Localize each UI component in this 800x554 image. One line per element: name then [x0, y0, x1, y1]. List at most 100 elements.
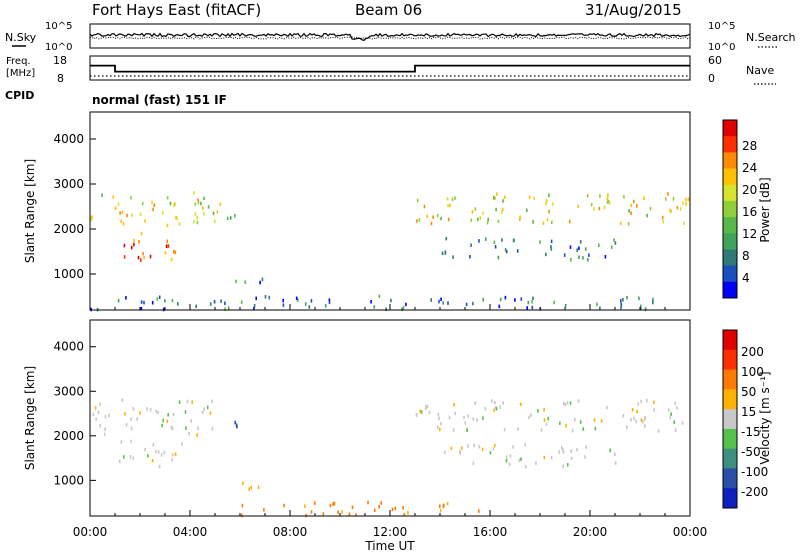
- heatmap-cell: [203, 407, 205, 411]
- x-axis-label: Time UT: [364, 539, 415, 553]
- heatmap-cell: [528, 415, 530, 420]
- power-cbar-tick-12: 12: [742, 227, 757, 241]
- heatmap-cell: [174, 250, 176, 255]
- heatmap-cell: [646, 213, 648, 218]
- heatmap-cell: [268, 295, 271, 300]
- heatmap-cell: [636, 409, 638, 414]
- heatmap-cell: [512, 238, 515, 242]
- heatmap-cell: [137, 255, 140, 260]
- heatmap-cell: [532, 220, 534, 224]
- heatmap-cell: [213, 300, 216, 304]
- heatmap-cell: [528, 195, 531, 199]
- heatmap-cell: [520, 457, 522, 461]
- heatmap-cell: [169, 201, 172, 206]
- heatmap-cell: [452, 255, 454, 259]
- heatmap-cell: [620, 303, 623, 307]
- heatmap-cell: [674, 401, 676, 405]
- heatmap-cell: [166, 223, 169, 228]
- heatmap-cell: [402, 305, 405, 310]
- heatmap-cell: [448, 415, 451, 420]
- heatmap-cell: [558, 450, 560, 454]
- heatmap-cell: [642, 420, 644, 424]
- heatmap-cell: [649, 206, 652, 211]
- heatmap-cell: [125, 423, 128, 427]
- heatmap-cell: [149, 408, 152, 412]
- vel-cbar-tick-200: 200: [741, 345, 764, 359]
- colorbar-segment: [723, 281, 737, 299]
- heatmap-cell: [206, 405, 209, 410]
- heatmap-cell: [310, 299, 313, 303]
- heatmap-cell: [197, 198, 199, 202]
- colorbar-segment: [723, 330, 737, 351]
- heatmap-cell: [543, 418, 546, 422]
- heatmap-cell: [477, 217, 479, 222]
- heatmap-cell: [120, 219, 122, 223]
- heatmap-cell: [152, 442, 155, 447]
- heatmap-cell: [178, 400, 181, 404]
- heatmap-cell: [598, 206, 601, 211]
- heatmap-cell: [505, 459, 508, 463]
- heatmap-cell: [669, 208, 671, 213]
- heatmap-cell: [500, 210, 503, 214]
- heatmap-cell: [463, 415, 465, 420]
- heatmap-cell: [517, 427, 519, 431]
- heatmap-cell: [441, 251, 444, 256]
- heatmap-cell: [662, 219, 665, 224]
- heatmap-cell: [131, 213, 133, 217]
- heatmap-cell: [487, 217, 489, 222]
- heatmap-cell: [143, 300, 145, 305]
- heatmap-cell: [123, 255, 126, 259]
- power-panel-frame: [89, 111, 691, 311]
- heatmap-cell: [569, 401, 572, 405]
- heatmap-cell: [542, 221, 545, 225]
- heatmap-cell: [505, 455, 508, 459]
- heatmap-cell: [579, 240, 582, 244]
- heatmap-cell: [240, 300, 243, 304]
- heatmap-cell: [119, 211, 121, 215]
- freq-unit-label: [MHz]: [6, 68, 35, 79]
- heatmap-cell: [482, 297, 484, 302]
- colorbar-segment: [723, 488, 737, 509]
- heatmap-cell: [545, 202, 547, 206]
- heatmap-cell: [130, 426, 133, 431]
- heatmap-cell: [171, 458, 173, 462]
- heatmap-cell: [203, 211, 205, 216]
- heatmap-cell: [149, 254, 152, 259]
- heatmap-cell: [181, 442, 183, 446]
- heatmap-cell: [590, 202, 593, 207]
- freq-tick-top: 18: [53, 54, 67, 67]
- xtick-label: 04:00: [173, 525, 208, 539]
- heatmap-cell: [518, 458, 521, 462]
- heatmap-cell: [147, 454, 149, 458]
- heatmap-cell: [537, 409, 539, 413]
- power-colorbar-ticks: 28 24 20 16 12 8 4: [742, 139, 757, 285]
- heatmap-cell: [196, 433, 198, 437]
- heatmap-cell: [593, 418, 596, 422]
- heatmap-cell: [533, 196, 535, 201]
- heatmap-cell: [171, 298, 174, 303]
- heatmap-cell: [596, 302, 598, 307]
- heatmap-cell: [635, 419, 637, 423]
- heatmap-cell: [485, 237, 487, 241]
- power-ytick-2000: 2000: [53, 222, 84, 236]
- heatmap-cell: [531, 305, 534, 310]
- xtick-label: 16:00: [473, 525, 508, 539]
- power-cbar-tick-4: 4: [742, 271, 750, 285]
- heatmap-cell: [679, 207, 682, 211]
- heatmap-cell: [562, 450, 565, 454]
- heatmap-cell: [282, 298, 284, 303]
- heatmap-cell: [494, 196, 496, 201]
- heatmap-cell: [420, 410, 423, 414]
- heatmap-cell: [607, 199, 610, 204]
- heatmap-cell: [94, 406, 97, 410]
- heatmap-cell: [101, 193, 103, 197]
- heatmap-cell: [551, 220, 553, 224]
- heatmap-cell: [214, 219, 216, 224]
- heatmap-cell: [164, 251, 167, 255]
- heatmap-cell: [261, 277, 264, 282]
- heatmap-cell: [467, 414, 469, 418]
- heatmap-cell: [449, 203, 451, 208]
- heatmap-cell: [447, 204, 449, 208]
- heatmap-cell: [122, 222, 125, 226]
- heatmap-cell: [162, 418, 164, 423]
